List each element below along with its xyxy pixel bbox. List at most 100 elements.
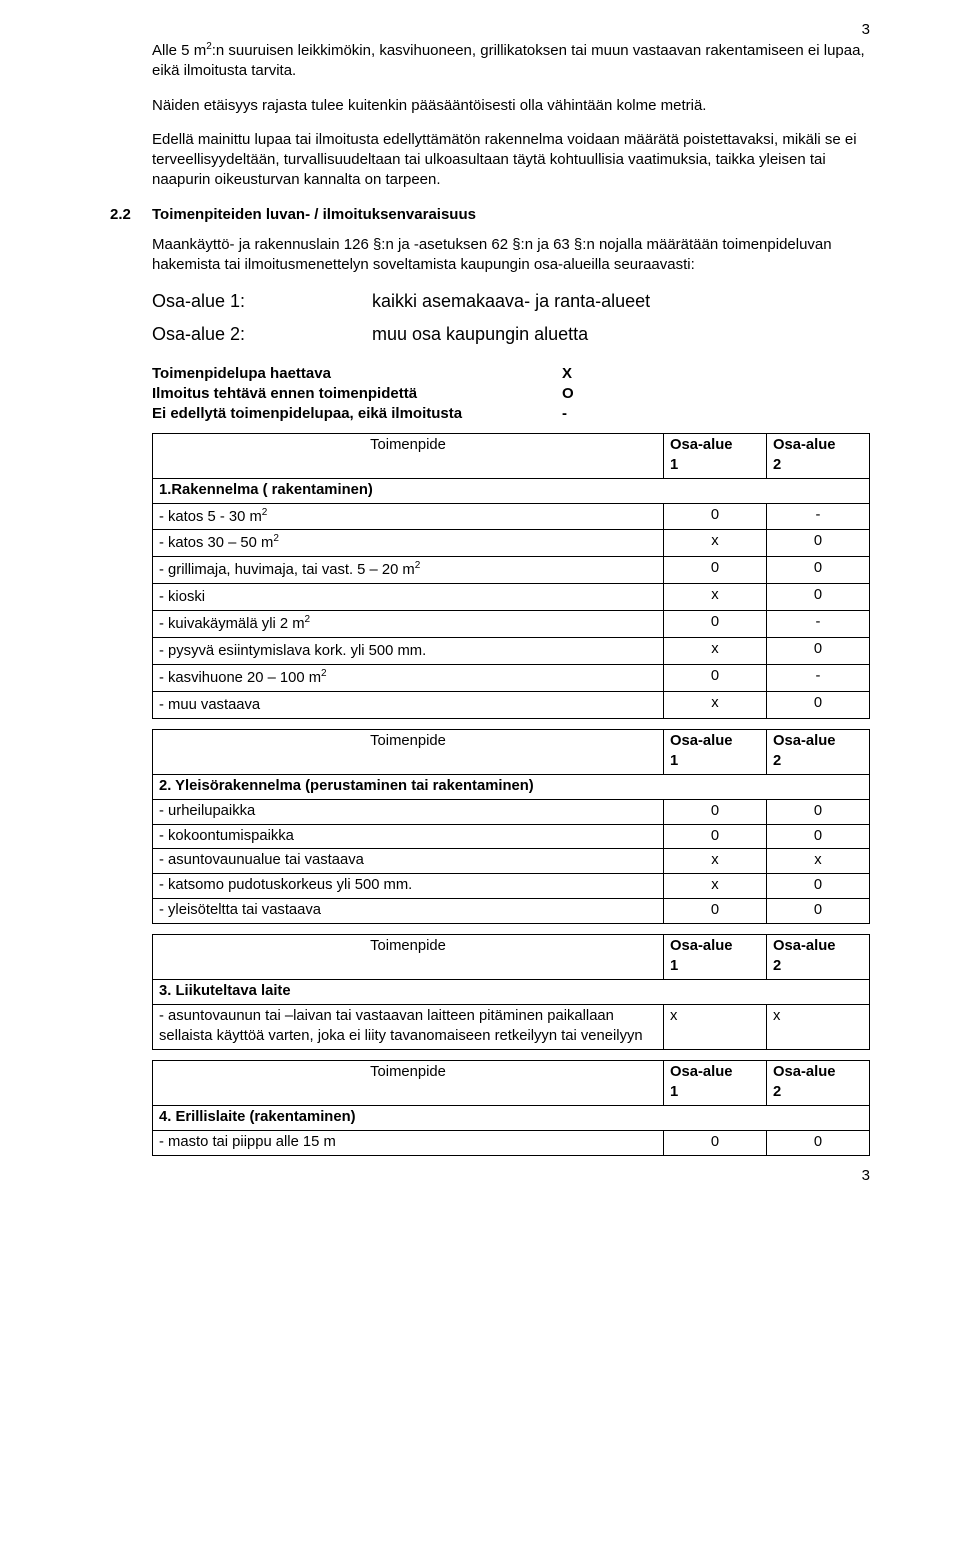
- page: 3 Alle 5 m2:n suuruisen leikkimökin, kas…: [0, 0, 960, 1206]
- table-row: - urheilupaikka00: [153, 799, 870, 824]
- row-label: - katos 5 - 30 m2: [153, 503, 664, 530]
- cell-osa1: 0: [664, 503, 767, 530]
- table-3: Toimenpide Osa-alue1 Osa-alue2 3. Liikut…: [152, 934, 870, 1050]
- table-row: - grillimaja, huvimaja, tai vast. 5 – 20…: [153, 557, 870, 584]
- category-row: 3. Liikuteltava laite: [153, 980, 870, 1005]
- table-header-row: Toimenpide Osa-alue1 Osa-alue2: [153, 935, 870, 980]
- cell-osa2: 0: [767, 584, 870, 611]
- cell-osa2: 0: [767, 691, 870, 718]
- cell-osa1: 0: [664, 664, 767, 691]
- osa1-label: Osa-alue 1:: [152, 289, 372, 313]
- legend-row: Ei edellytä toimenpidelupaa, eikä ilmoit…: [152, 404, 870, 424]
- page-number-bottom: 3: [862, 1166, 870, 1186]
- legend-symbol: -: [562, 404, 567, 424]
- cell-osa1: 0: [664, 557, 767, 584]
- cell-osa2: 0: [767, 637, 870, 664]
- paragraph-4: Maankäyttö- ja rakennuslain 126 §:n ja -…: [152, 235, 870, 276]
- para1-a: Alle 5 m: [152, 42, 206, 59]
- para1-b: :n suuruisen leikkimökin, kasvihuoneen, …: [152, 42, 865, 79]
- cell-osa2: -: [767, 503, 870, 530]
- cell-osa1: x: [664, 530, 767, 557]
- row-label: - masto tai piippu alle 15 m: [153, 1131, 664, 1156]
- table-row: - asuntovaunun tai –laivan tai vastaavan…: [153, 1005, 870, 1050]
- row-label: - katos 30 – 50 m2: [153, 530, 664, 557]
- cell-osa2: 0: [767, 557, 870, 584]
- legend-symbol: X: [562, 364, 572, 384]
- cell-osa1: 0: [664, 1131, 767, 1156]
- table-header-row: Toimenpide Osa-alue1 Osa-alue2: [153, 1061, 870, 1106]
- osa2-value: muu osa kaupungin aluetta: [372, 322, 588, 346]
- table-header-row: Toimenpide Osa-alue 1 Osa-alue 2: [153, 433, 870, 478]
- row-label: - asuntovaunun tai –laivan tai vastaavan…: [153, 1005, 664, 1050]
- row-label: - asuntovaunualue tai vastaava: [153, 849, 664, 874]
- th-osa2: Osa-alue2: [767, 935, 870, 980]
- row-label: - kioski: [153, 584, 664, 611]
- cell-osa1: 0: [664, 799, 767, 824]
- legend-row: Toimenpidelupa haettava X: [152, 364, 870, 384]
- cell-osa2: 0: [767, 874, 870, 899]
- th-osa1: Osa-alue1: [664, 729, 767, 774]
- th-toimenpide: Toimenpide: [153, 433, 664, 478]
- cell-osa1: 0: [664, 611, 767, 638]
- table-4: Toimenpide Osa-alue1 Osa-alue2 4. Erilli…: [152, 1060, 870, 1156]
- table-2: Toimenpide Osa-alue1 Osa-alue2 2. Yleisö…: [152, 729, 870, 925]
- th-osa2-b: 2: [773, 457, 781, 473]
- category-label: 4. Erillislaite (rakentaminen): [153, 1106, 870, 1131]
- cell-osa1: x: [664, 874, 767, 899]
- section-number: 2.2: [110, 205, 152, 225]
- cell-osa2: 0: [767, 1131, 870, 1156]
- table-row: - masto tai piippu alle 15 m00: [153, 1131, 870, 1156]
- osa-alue-block: Osa-alue 1: kaikki asemakaava- ja ranta-…: [152, 289, 870, 424]
- table-row: - kokoontumispaikka00: [153, 824, 870, 849]
- th-osa2-a: Osa-alue: [773, 437, 836, 453]
- table-row: - katos 5 - 30 m20-: [153, 503, 870, 530]
- page-number-top: 3: [862, 20, 870, 40]
- cell-osa2: x: [767, 1005, 870, 1050]
- th-osa2: Osa-alue2: [767, 729, 870, 774]
- row-label: - grillimaja, huvimaja, tai vast. 5 – 20…: [153, 557, 664, 584]
- section-heading: 2.2 Toimenpiteiden luvan- / ilmoituksenv…: [110, 205, 870, 225]
- cell-osa2: 0: [767, 899, 870, 924]
- cell-osa2: -: [767, 611, 870, 638]
- cell-osa1: x: [664, 691, 767, 718]
- th-osa2: Osa-alue2: [767, 1061, 870, 1106]
- row-label: - muu vastaava: [153, 691, 664, 718]
- th-toimenpide: Toimenpide: [153, 1061, 664, 1106]
- table-row: - muu vastaavax0: [153, 691, 870, 718]
- category-row: 1.Rakennelma ( rakentaminen): [153, 478, 870, 503]
- th-osa1: Osa-alue1: [664, 935, 767, 980]
- th-osa1-a: Osa-alue: [670, 437, 733, 453]
- tables-block: Toimenpide Osa-alue1 Osa-alue2 1.Rakenne…: [152, 433, 870, 1157]
- th-toimenpide: Toimenpide: [153, 935, 664, 980]
- osa2-label: Osa-alue 2:: [152, 322, 372, 346]
- category-row: 4. Erillislaite (rakentaminen): [153, 1106, 870, 1131]
- cell-osa1: x: [664, 584, 767, 611]
- table-row: - katsomo pudotuskorkeus yli 500 mm.x0: [153, 874, 870, 899]
- legend-symbol: O: [562, 384, 574, 404]
- paragraph-1: Alle 5 m2:n suuruisen leikkimökin, kasvi…: [152, 40, 870, 82]
- table-row: - yleisöteltta tai vastaava00: [153, 899, 870, 924]
- cell-osa1: x: [664, 637, 767, 664]
- table-1: Toimenpide Osa-alue 1 Osa-alue 2 1.Rakenne…: [152, 433, 870, 719]
- paragraph-3: Edellä mainittu lupaa tai ilmoitusta ede…: [152, 130, 870, 191]
- th-toimenpide: Toimenpide: [153, 729, 664, 774]
- row-label: - yleisöteltta tai vastaava: [153, 899, 664, 924]
- table-row: - asuntovaunualue tai vastaavaxx: [153, 849, 870, 874]
- table-row: - kuivakäymälä yli 2 m20-: [153, 611, 870, 638]
- table-row: - pysyvä esiintymislava kork. yli 500 mm…: [153, 637, 870, 664]
- section-title: Toimenpiteiden luvan- / ilmoituksenvarai…: [152, 205, 476, 225]
- paragraph-2: Näiden etäisyys rajasta tulee kuitenkin …: [152, 96, 870, 116]
- row-label: - urheilupaikka: [153, 799, 664, 824]
- table-header-row: Toimenpide Osa-alue1 Osa-alue2: [153, 729, 870, 774]
- th-osa1-b: 1: [670, 457, 678, 473]
- cell-osa1: x: [664, 1005, 767, 1050]
- cell-osa2: x: [767, 849, 870, 874]
- cell-osa1: 0: [664, 824, 767, 849]
- cell-osa2: -: [767, 664, 870, 691]
- category-label: 3. Liikuteltava laite: [153, 980, 870, 1005]
- th-osa1: Osa-alue1: [664, 1061, 767, 1106]
- row-label: - kuivakäymälä yli 2 m2: [153, 611, 664, 638]
- th-osa1: Osa-alue 1: [664, 433, 767, 478]
- osa-alue-1: Osa-alue 1: kaikki asemakaava- ja ranta-…: [152, 289, 870, 313]
- cell-osa2: 0: [767, 530, 870, 557]
